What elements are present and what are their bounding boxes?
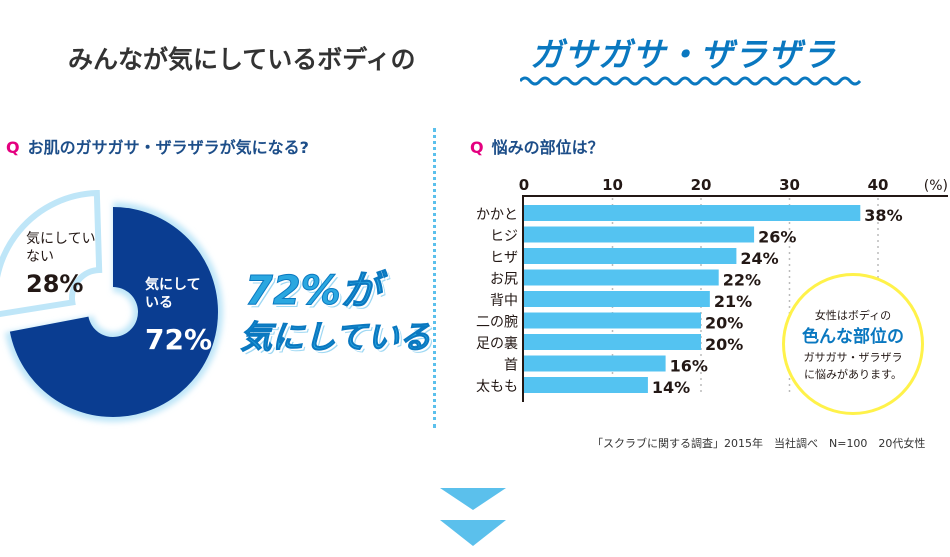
- bubble-line4: に悩みがあります。: [804, 368, 902, 381]
- callout-line2: 気にしている: [239, 318, 432, 357]
- bar: [524, 226, 755, 243]
- x-tick-label: 30: [779, 176, 800, 194]
- bar: [524, 312, 701, 329]
- value-label: 22%: [723, 271, 761, 290]
- category-label: ヒジ: [490, 229, 518, 245]
- survey-note: 「スクラブに関する調査」2015年 当社調べ N=100 20代女性: [592, 437, 926, 450]
- page-title-highlight: ガサガサ・ザラザラ: [530, 35, 836, 74]
- down-arrows: [440, 488, 506, 546]
- x-tick-label: 0: [519, 176, 529, 194]
- value-label: 21%: [714, 292, 752, 311]
- unit-label: (%): [924, 178, 948, 194]
- bar: [524, 377, 648, 393]
- arrow-down-icon: [440, 488, 506, 510]
- bubble-line3: ガサガサ・ザラザラ: [803, 351, 903, 364]
- category-label: 背中: [490, 293, 518, 309]
- info-bubble: 女性はボディの 色んな部位の ガサガサ・ザラザラ に悩みがあります。: [782, 273, 924, 415]
- arrow-down-icon: [440, 520, 506, 546]
- value-label: 26%: [758, 228, 796, 247]
- pie-slice-28: [0, 190, 103, 318]
- value-label: 20%: [705, 335, 743, 354]
- bar: [524, 355, 666, 372]
- value-label: 24%: [740, 249, 778, 268]
- value-label: 20%: [705, 314, 743, 333]
- question-text: 悩みの部位は？: [491, 138, 604, 157]
- callout-line1: 72%が: [245, 268, 382, 315]
- bar: [524, 205, 861, 221]
- category-label: 首: [504, 358, 518, 374]
- page-title: みんなが気にしているボディの: [68, 45, 416, 74]
- q-mark: Q: [470, 138, 484, 157]
- bar: [524, 334, 701, 350]
- x-tick-label: 40: [868, 176, 889, 194]
- bar-chart: 0 10 20 30 40 (%) かかと 38% ヒジ 26% ヒザ 24% お尻 22% 背中 21% 二の…: [476, 176, 948, 402]
- pie-chart: [0, 190, 224, 422]
- pie-label-not: 気にしていない: [26, 231, 96, 265]
- category-label: かかと: [476, 207, 518, 223]
- category-label: お尻: [490, 272, 518, 288]
- question-text: お肌のガサガサ・ザラザラが気になる?: [27, 138, 309, 157]
- divider: [433, 128, 436, 428]
- pie-value-yes: 72%: [145, 323, 213, 356]
- category-label: 太もも: [476, 379, 518, 395]
- bubble-line1: 女性はボディの: [814, 309, 892, 322]
- bar: [524, 291, 710, 307]
- wavy-underline: [520, 76, 862, 86]
- x-tick-label: 10: [602, 176, 623, 194]
- category-label: ヒザ: [490, 250, 518, 266]
- category-label: 二の腕: [476, 315, 518, 331]
- bar: [524, 269, 719, 286]
- bar: [524, 248, 737, 264]
- category-label: 足の裏: [476, 335, 518, 352]
- bubble-line2: 色んな部位の: [802, 327, 904, 347]
- value-label: 38%: [864, 206, 902, 225]
- pie-label-yes: 気にしている: [145, 277, 201, 311]
- question-right: Q 悩みの部位は？: [470, 134, 604, 158]
- q-mark: Q: [6, 138, 20, 157]
- pie-value-not: 28%: [26, 270, 84, 298]
- pie-slice-72: [9, 207, 219, 417]
- x-tick-label: 20: [691, 176, 712, 194]
- value-label: 14%: [652, 378, 690, 397]
- value-label: 16%: [670, 357, 708, 376]
- question-left: Q お肌のガサガサ・ザラザラが気になる?: [6, 134, 309, 158]
